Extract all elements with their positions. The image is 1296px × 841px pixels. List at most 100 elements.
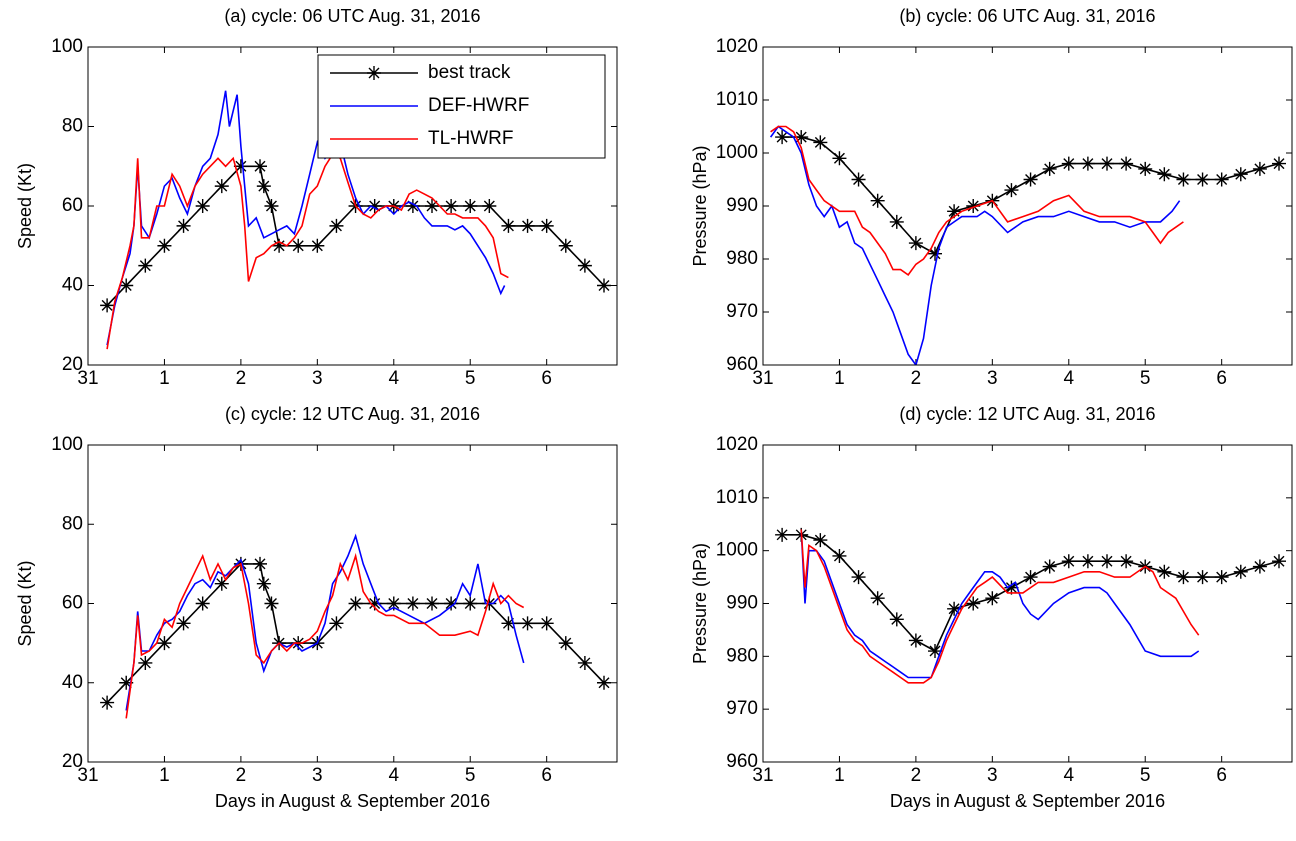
chart-title: (a) cycle: 06 UTC Aug. 31, 2016 (224, 6, 480, 26)
marker (908, 633, 923, 648)
marker (253, 159, 268, 174)
marker (1176, 570, 1191, 585)
marker (813, 533, 828, 548)
chart-title: (d) cycle: 12 UTC Aug. 31, 2016 (899, 404, 1155, 424)
y-tick-label: 990 (726, 593, 758, 614)
marker (870, 591, 885, 606)
marker (367, 199, 382, 213)
marker (405, 596, 420, 611)
marker (1042, 161, 1057, 176)
marker (272, 238, 287, 253)
y-tick-label: 100 (51, 434, 83, 455)
marker (100, 298, 115, 313)
marker (985, 591, 1000, 606)
marker (233, 159, 248, 174)
marker (870, 193, 885, 208)
y-tick-label: 970 (726, 698, 758, 719)
x-tick-label: 31 (77, 368, 98, 389)
marker (501, 616, 516, 631)
y-tick-label: 60 (62, 593, 83, 614)
marker (1042, 559, 1057, 574)
y-tick-label: 980 (726, 248, 758, 269)
x-tick-label: 6 (541, 765, 552, 786)
marker (1100, 554, 1115, 569)
marker (520, 218, 535, 233)
marker (1252, 559, 1267, 574)
marker (1233, 564, 1248, 579)
marker (100, 695, 115, 710)
series-line (800, 529, 1200, 679)
y-tick-label: 40 (62, 672, 83, 693)
marker (947, 601, 962, 616)
marker (425, 199, 440, 213)
x-axis-label: Days in August & September 2016 (215, 791, 490, 811)
marker (1023, 570, 1038, 585)
y-axis-label: Speed (Kt) (15, 163, 35, 249)
marker (138, 655, 153, 670)
marker (1233, 167, 1248, 182)
marker (1138, 161, 1153, 176)
marker (367, 596, 382, 611)
y-axis-label: Pressure (hPa) (690, 145, 710, 266)
marker (1195, 570, 1210, 585)
marker (425, 596, 440, 611)
y-tick-label: 960 (726, 751, 758, 772)
y-tick-label: 20 (62, 751, 83, 772)
marker (520, 616, 535, 631)
y-tick-label: 100 (51, 36, 83, 57)
marker (597, 278, 612, 293)
series-line (770, 125, 1184, 277)
x-tick-label: 3 (987, 765, 998, 786)
marker (1214, 172, 1229, 187)
y-tick-label: 1000 (716, 142, 758, 163)
y-tick-label: 1010 (716, 487, 758, 508)
marker (577, 655, 592, 670)
series-line (125, 552, 525, 719)
marker (386, 596, 401, 611)
x-tick-label: 5 (1140, 368, 1151, 389)
plot-frame (762, 46, 1293, 366)
marker (264, 199, 279, 213)
marker (329, 218, 344, 233)
series-line (106, 563, 605, 704)
series-line (125, 533, 525, 711)
marker (119, 278, 134, 293)
marker (214, 179, 229, 194)
series-line (106, 90, 506, 346)
marker (1080, 554, 1095, 569)
legend-label: best track (428, 62, 511, 83)
marker (463, 596, 478, 611)
marker (463, 199, 478, 213)
x-tick-label: 1 (159, 368, 170, 389)
marker (264, 596, 279, 611)
x-tick-label: 6 (1216, 368, 1227, 389)
marker (558, 636, 573, 651)
marker (195, 596, 210, 611)
y-tick-label: 970 (726, 301, 758, 322)
legend-label: TL-HWRF (428, 128, 513, 149)
x-tick-label: 4 (388, 368, 399, 389)
x-axis-label: Days in August & September 2016 (890, 791, 1165, 811)
chart-title: (c) cycle: 12 UTC Aug. 31, 2016 (225, 404, 480, 424)
x-tick-label: 2 (236, 765, 247, 786)
x-tick-label: 4 (388, 765, 399, 786)
marker (908, 236, 923, 251)
marker (256, 179, 271, 194)
y-tick-label: 1020 (716, 36, 758, 57)
x-tick-label: 4 (1063, 765, 1074, 786)
x-tick-label: 31 (752, 368, 773, 389)
marker (889, 214, 904, 229)
marker (1004, 183, 1019, 198)
marker (1157, 564, 1172, 579)
marker (329, 616, 344, 631)
marker (539, 218, 554, 233)
y-tick-label: 990 (726, 195, 758, 216)
marker (1004, 580, 1019, 595)
marker (119, 675, 134, 690)
series-line (106, 153, 509, 350)
series-line (769, 125, 1181, 365)
y-tick-label: 60 (62, 195, 83, 216)
plot-frame (87, 444, 618, 763)
marker (889, 612, 904, 627)
